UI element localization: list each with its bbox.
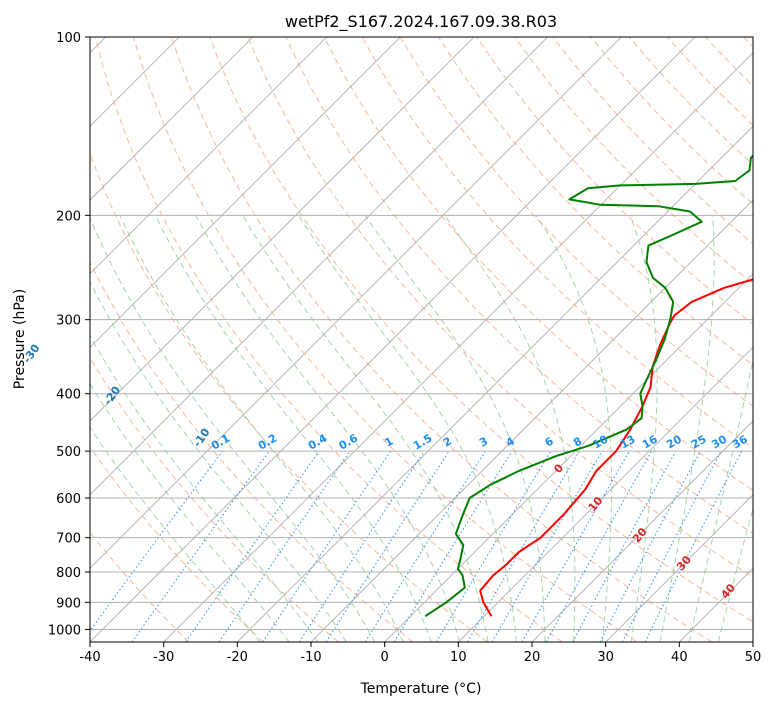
moist-adiabat-line [659,215,715,642]
dry-adiabat-line [209,37,753,623]
y-tick-label: 600 [56,492,81,507]
y-tick-label: 500 [56,445,81,460]
isotherm-line [90,37,254,201]
moist-adiabat-line [195,215,461,642]
isotherm-line [237,125,753,642]
x-tick-label: 10 [450,650,467,665]
x-tick-label: -20 [227,650,248,665]
dry-adiabat-line [323,37,753,491]
background-lines [90,37,753,642]
isotherm-line [458,346,753,642]
mixing-ratio-line [90,450,223,632]
y-axis-ticks: 1000 900 800 700 600 500 400 300 200 100 [48,31,90,638]
isotherm-line [605,494,753,642]
x-tick-label: 50 [745,650,762,665]
y-tick-label: 800 [56,566,81,581]
x-tick-label: -30 [153,650,174,665]
plot-background [90,37,753,642]
dry-adiabat-line [90,260,414,642]
moist-adiabat-line [90,216,376,642]
isotherm-line [384,273,753,642]
x-tick-label: 40 [671,650,688,665]
dewpoint-line [424,154,753,618]
x-tick-label: 30 [597,650,614,665]
y-tick-label: 300 [56,314,81,329]
x-tick-label: -40 [79,650,100,665]
moist-adiabat-line [444,215,576,642]
y-tick-label: 1000 [48,623,81,638]
y-tick-label: 400 [56,388,81,403]
mixing-ratio-line [218,450,351,642]
profiles [424,154,753,618]
isotherm-line [531,420,753,642]
dry-adiabat-line [171,37,712,642]
isotherm-line [90,37,622,569]
x-tick-label: 20 [524,650,541,665]
isotherm-line [90,37,327,275]
moist-adiabat-line [90,334,319,642]
mixing-ratio-line [521,450,630,642]
mixing-ratio-line [393,450,513,642]
isotherm-line [90,37,548,496]
x-axis-title: Temperature (°C) [360,681,482,697]
isotherm-line [752,641,753,642]
moist-adiabat-line [242,215,489,642]
chart-title: wetPf2_S167.2024.167.09.38.R03 [285,12,557,32]
moist-adiabat-line [119,215,404,642]
dry-adiabat-line [247,37,753,578]
mixing-ratio-line [185,450,320,642]
isotherm-line [90,37,401,348]
y-tick-label: 100 [56,31,81,46]
moist-adiabat-line [364,215,546,642]
y-tick-label: 200 [56,209,81,224]
mixing-ratio-line [298,450,425,642]
isotherm-line [163,52,753,642]
dry-adiabat-line [90,356,339,642]
moist-adiabat-line [90,280,347,642]
dry-adiabat-line [285,37,753,535]
mixing-ratio-line [545,450,653,642]
y-tick-label: 900 [56,596,81,611]
mixing-ratio-line [131,450,270,642]
mixing-ratio-line [325,450,450,642]
y-tick-label: 700 [56,532,81,547]
dry-adiabat-line [90,446,264,642]
isotherm-line [90,37,696,642]
dry-adiabat-line [94,37,563,642]
plot-frame [89,36,754,643]
dry-adiabat-line [476,37,753,325]
mixing-ratio-line [262,450,392,642]
isotherm-line [90,37,475,422]
mixing-ratio-line [644,450,743,642]
moist-adiabat-line [154,215,432,642]
x-tick-label: -10 [300,650,321,665]
moist-adiabat-line [535,215,613,642]
x-tick-label: 0 [381,650,389,665]
y-axis-title: Pressure (hPa) [12,289,28,389]
x-axis-ticks: -40 -30 -20 -10 0 10 20 30 40 50 [79,642,761,665]
pressure-gridlines [90,37,753,630]
mixing-ratio-line [572,450,677,642]
moist-adiabat-line [90,426,261,642]
